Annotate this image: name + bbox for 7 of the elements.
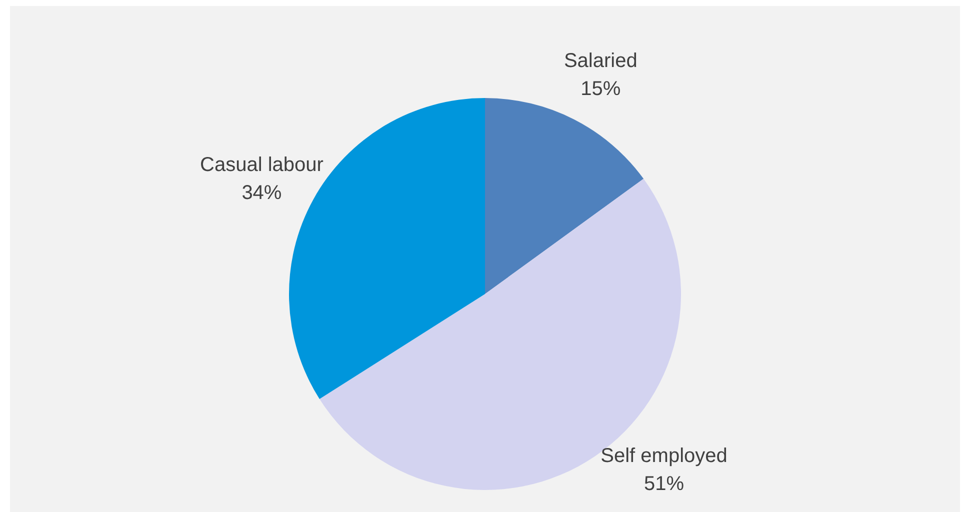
slice-label: Self employed [600, 445, 728, 467]
slice-label: Casual labour [200, 154, 324, 176]
data-label: 51% [644, 473, 684, 495]
data-label: 15% [580, 78, 621, 100]
data-label: 34% [242, 182, 282, 204]
pie-slice [485, 98, 644, 294]
slice-label: Salaried [564, 50, 638, 72]
